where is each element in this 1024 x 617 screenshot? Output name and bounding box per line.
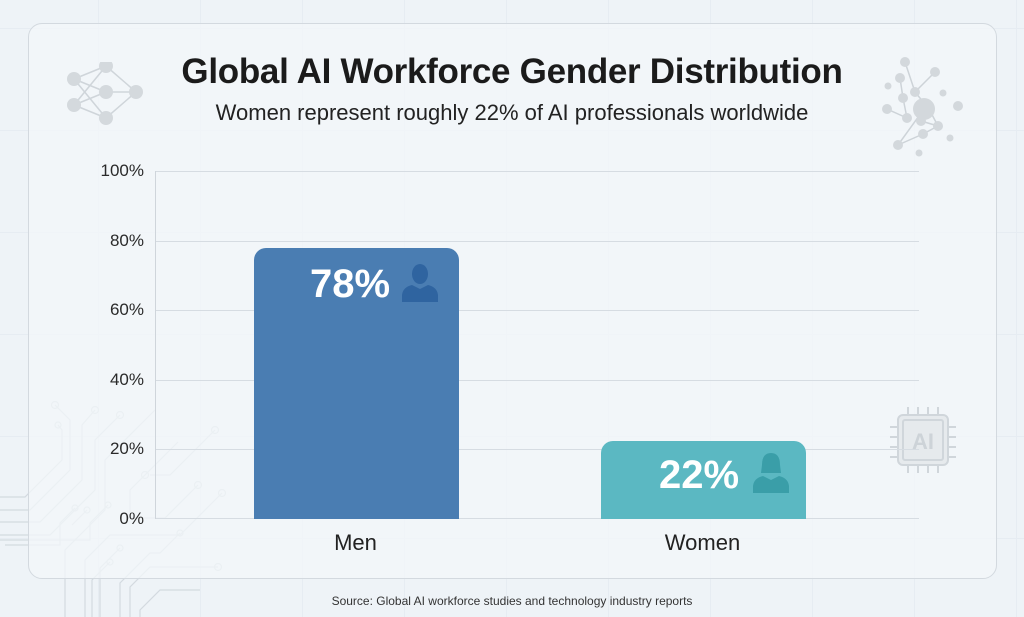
bar-men[interactable]: 78% xyxy=(254,248,459,519)
svg-text:AI: AI xyxy=(912,429,934,454)
gridline xyxy=(156,171,919,172)
plot-area: 78% 22% xyxy=(155,171,919,519)
y-tick-80: 80% xyxy=(109,231,144,250)
y-tick-20: 20% xyxy=(109,439,144,458)
y-tick-40: 40% xyxy=(109,370,144,389)
neural-network-icon xyxy=(67,62,143,125)
woman-person-icon xyxy=(753,453,789,493)
ai-chip-icon: AI xyxy=(890,407,956,473)
bar-value-label-women: 22% xyxy=(659,453,740,497)
y-tick-100: 100% xyxy=(100,161,144,180)
bar-women[interactable]: 22% xyxy=(601,441,806,519)
gridline xyxy=(156,241,919,242)
source-note: Source: Global AI workforce studies and … xyxy=(331,594,693,608)
x-label-men: Men xyxy=(334,530,377,555)
chart-card xyxy=(28,23,997,579)
gridline xyxy=(156,449,919,450)
bar-value-label-men: 78% xyxy=(310,262,391,306)
chart-title: Global AI Workforce Gender Distribution xyxy=(181,52,843,91)
x-axis-line xyxy=(156,518,919,519)
x-label-women: Women xyxy=(664,530,741,555)
gridline xyxy=(156,380,919,381)
gridline xyxy=(156,310,919,311)
y-tick-0: 0% xyxy=(119,509,144,528)
y-tick-60: 60% xyxy=(109,300,144,319)
network-graph-icon xyxy=(882,57,963,157)
chart-subtitle: Women represent roughly 22% of AI profes… xyxy=(215,100,809,125)
man-person-icon xyxy=(402,264,438,302)
